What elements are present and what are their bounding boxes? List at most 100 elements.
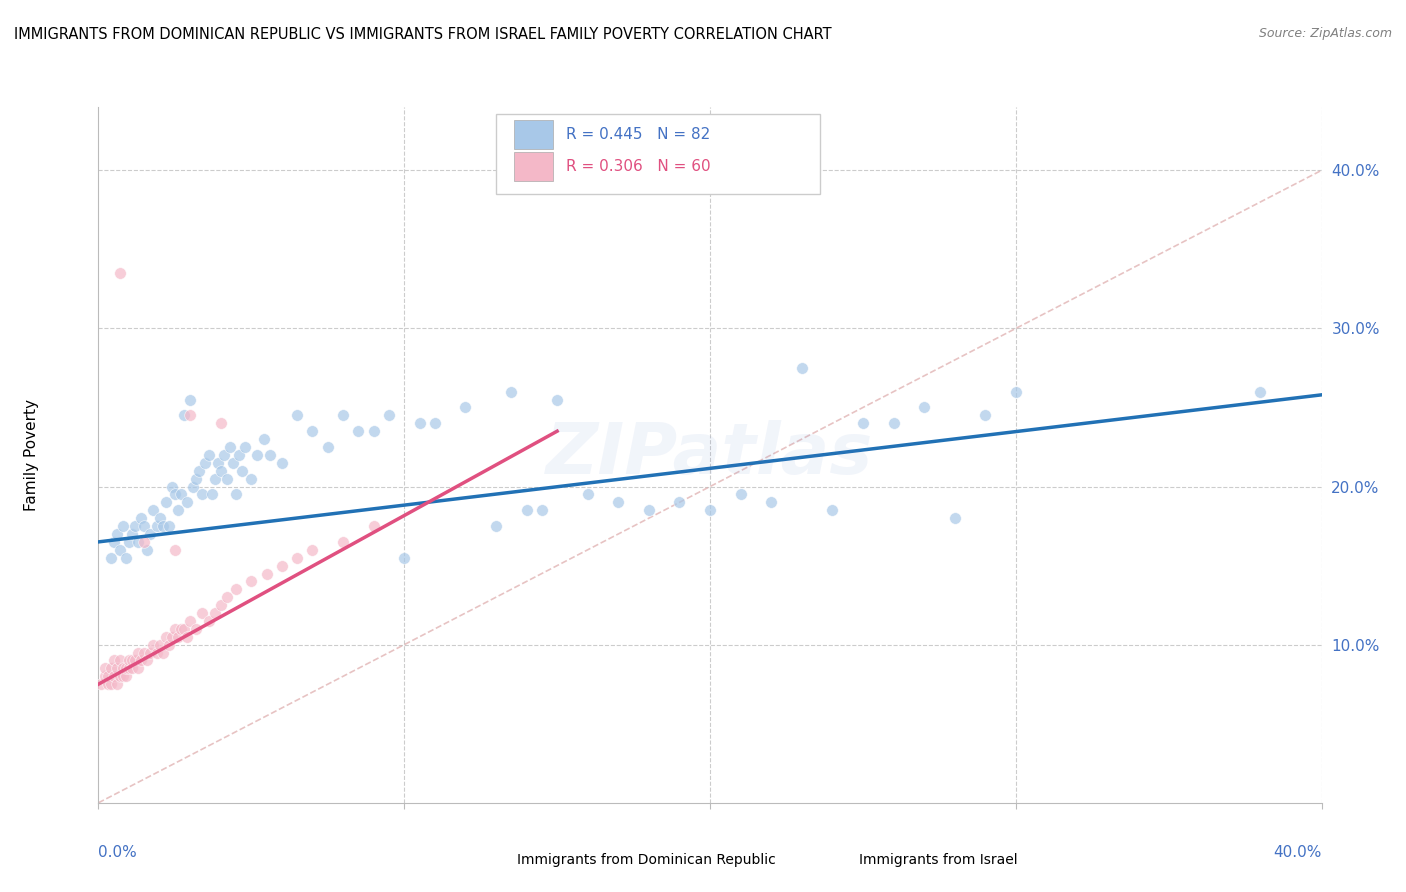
Text: 0.0%: 0.0% [98, 845, 138, 860]
Point [270, 456, 292, 470]
Point [170, 487, 193, 501]
Point [93, 669, 115, 683]
FancyBboxPatch shape [515, 153, 554, 181]
Point [347, 424, 370, 438]
Point [186, 622, 208, 636]
Point [127, 534, 149, 549]
Text: Immigrants from Dominican Republic: Immigrants from Dominican Republic [517, 853, 776, 867]
Point [363, 424, 385, 438]
Point [136, 542, 159, 557]
Point [142, 638, 165, 652]
Point [163, 542, 186, 557]
Point [152, 519, 174, 533]
Text: R = 0.306   N = 60: R = 0.306 N = 60 [565, 160, 710, 174]
Point [134, 646, 156, 660]
Point [108, 669, 131, 683]
Point [108, 266, 131, 280]
Point [240, 574, 263, 589]
Point [501, 384, 523, 399]
Point [139, 527, 162, 541]
Point [179, 392, 201, 407]
Point [121, 653, 143, 667]
Point [378, 409, 401, 423]
Point [790, 360, 813, 375]
Point [730, 487, 752, 501]
Point [108, 542, 131, 557]
Point [233, 440, 256, 454]
Point [1004, 384, 1026, 399]
Point [637, 503, 661, 517]
Point [252, 432, 274, 446]
Point [97, 677, 120, 691]
Point [194, 456, 217, 470]
Point [155, 495, 177, 509]
Point [204, 472, 226, 486]
Point [90, 677, 112, 691]
Point [219, 440, 242, 454]
Point [121, 661, 143, 675]
Point [225, 487, 247, 501]
Point [1249, 384, 1271, 399]
Point [207, 456, 229, 470]
Point [576, 487, 599, 501]
Point [100, 550, 122, 565]
Point [759, 495, 782, 509]
Point [332, 534, 354, 549]
Point [209, 417, 232, 431]
Point [240, 472, 263, 486]
Point [100, 661, 122, 675]
Point [246, 448, 269, 462]
FancyBboxPatch shape [806, 845, 853, 875]
Point [134, 534, 156, 549]
Point [228, 448, 250, 462]
Point [115, 661, 138, 675]
Point [852, 417, 875, 431]
Point [912, 401, 935, 415]
Point [111, 669, 134, 683]
Point [129, 511, 152, 525]
Point [149, 511, 172, 525]
Point [176, 630, 198, 644]
Point [97, 669, 120, 683]
Point [191, 487, 214, 501]
Point [200, 487, 222, 501]
Text: Source: ZipAtlas.com: Source: ZipAtlas.com [1258, 27, 1392, 40]
Point [163, 487, 186, 501]
Point [176, 495, 198, 509]
Point [316, 440, 339, 454]
FancyBboxPatch shape [463, 845, 510, 875]
Point [197, 448, 219, 462]
Point [270, 558, 292, 573]
Point [118, 534, 141, 549]
Point [124, 653, 146, 667]
Point [145, 519, 167, 533]
Point [173, 622, 195, 636]
Point [215, 591, 238, 605]
Point [129, 653, 152, 667]
Point [209, 598, 232, 612]
Point [516, 503, 538, 517]
Point [546, 392, 568, 407]
Point [157, 519, 180, 533]
Point [301, 542, 323, 557]
Text: 40.0%: 40.0% [1274, 845, 1322, 860]
Point [100, 677, 122, 691]
Text: IMMIGRANTS FROM DOMINICAN REPUBLIC VS IMMIGRANTS FROM ISRAEL FAMILY POVERTY CORR: IMMIGRANTS FROM DOMINICAN REPUBLIC VS IM… [14, 27, 832, 42]
Point [105, 527, 128, 541]
Point [699, 503, 721, 517]
Point [454, 401, 477, 415]
Point [259, 448, 281, 462]
Point [179, 409, 201, 423]
Point [943, 511, 966, 525]
Point [145, 646, 167, 660]
Point [160, 630, 183, 644]
Point [222, 456, 245, 470]
Point [167, 503, 190, 517]
Point [121, 527, 143, 541]
Point [209, 464, 232, 478]
Point [127, 661, 149, 675]
Point [179, 614, 201, 628]
Point [332, 409, 354, 423]
Point [163, 622, 186, 636]
Point [111, 661, 134, 675]
